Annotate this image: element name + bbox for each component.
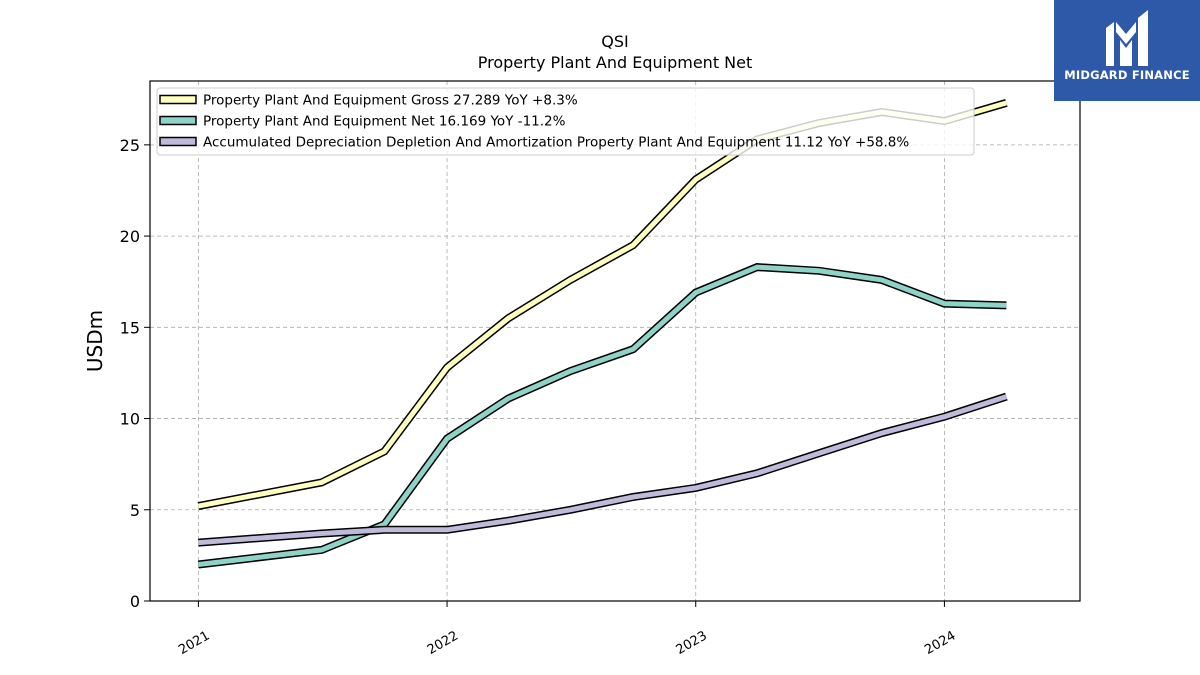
x-tick-label: 2022 (425, 628, 461, 658)
y-tick-label: 5 (130, 501, 140, 520)
legend-entry: Accumulated Depreciation Depletion And A… (203, 135, 909, 151)
y-axis-ticks: 0 5 10 15 20 25 (120, 136, 150, 611)
y-tick-label: 20 (120, 227, 140, 246)
chart-title: QSI (601, 32, 628, 51)
legend-entry: Property Plant And Equipment Net 16.169 … (203, 114, 566, 130)
series-line-3 (198, 394, 1008, 546)
logo-text: MIDGARD FINANCE (1064, 68, 1190, 82)
x-tick-label: 2021 (176, 628, 212, 658)
brand-logo: MIDGARD FINANCE (1054, 0, 1200, 101)
series-line-outline-1 (197, 99, 1008, 511)
x-axis-ticks: 2021 2022 2023 2024 (176, 601, 958, 658)
chart-subtitle: Property Plant And Equipment Net (478, 53, 753, 72)
y-tick-label: 15 (120, 318, 140, 337)
series-line-2 (198, 264, 1007, 567)
x-tick-label: 2023 (674, 628, 710, 658)
legend-box (156, 87, 975, 156)
series-line-outline-2 (197, 263, 1007, 569)
series-line-1 (197, 100, 1008, 509)
legend: Property Plant And Equipment Gross 27.28… (156, 87, 975, 156)
y-tick-label: 25 (120, 136, 140, 155)
grid (150, 81, 1080, 601)
legend-swatch (159, 115, 197, 126)
legend-swatch (159, 136, 197, 147)
y-axis-label: USDm (83, 310, 107, 372)
plot-frame (149, 80, 1081, 602)
x-tick-label: 2024 (922, 628, 958, 658)
legend-entry: Property Plant And Equipment Gross 27.28… (203, 93, 578, 109)
series-lines (197, 99, 1008, 569)
legend-swatch (159, 94, 197, 105)
midgard-logo-icon (1106, 10, 1148, 66)
y-tick-label: 10 (120, 410, 140, 429)
y-tick-label: 0 (130, 592, 140, 611)
